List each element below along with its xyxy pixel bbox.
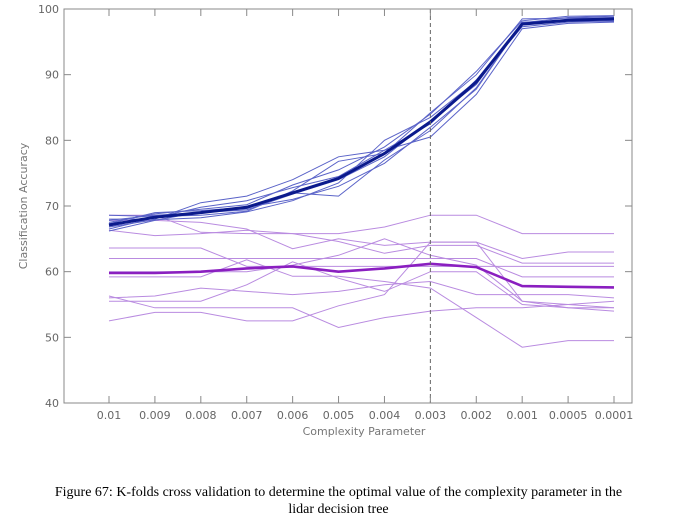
x-tick-label: 0.001 xyxy=(506,409,538,422)
x-tick-label: 0.007 xyxy=(231,409,263,422)
test-fold-line-9 xyxy=(109,261,614,309)
y-tick-label: 70 xyxy=(45,200,59,213)
x-tick-label: 0.006 xyxy=(277,409,309,422)
y-tick-label: 90 xyxy=(45,69,59,82)
test-fold-line-8 xyxy=(108,280,615,299)
test-fold-line-10 xyxy=(108,295,615,329)
y-tick-label: 40 xyxy=(45,397,59,410)
training-fold-line-3 xyxy=(108,20,615,221)
caption-line-2: lidar decision tree xyxy=(288,502,389,517)
training-fold-line-7 xyxy=(108,19,615,232)
training-fold-line-2 xyxy=(108,15,615,225)
x-tick-label: 0.01 xyxy=(97,409,122,422)
test-fold-line-1 xyxy=(109,214,614,235)
x-axis-label: Complexity Parameter xyxy=(303,425,426,438)
x-tick-label: 0.005 xyxy=(323,409,355,422)
test-mean-line xyxy=(109,262,615,289)
training-fold-line-8 xyxy=(108,15,615,223)
y-tick-label: 50 xyxy=(45,331,59,344)
training-fold-line-5 xyxy=(108,20,615,228)
training-fold-line-6 xyxy=(109,21,615,220)
training-fold-line-4 xyxy=(108,17,615,218)
x-tick-label: 0.0001 xyxy=(595,409,634,422)
x-tick-label: 0.0005 xyxy=(549,409,588,422)
x-tick-label: 0.008 xyxy=(185,409,217,422)
y-tick-label: 60 xyxy=(45,266,59,279)
accuracy-chart: 40 50 60 70 80 90 100 0.01 0.009 0.008 0.007 0.006 0… xyxy=(17,3,634,438)
caption-line-1: Figure 67: K-folds cross validation to d… xyxy=(54,485,623,500)
test-fold-line-7 xyxy=(109,259,614,348)
x-tick-label: 0.009 xyxy=(139,409,171,422)
training-fold-line-1 xyxy=(108,17,615,230)
y-axis-label: Classification Accuracy xyxy=(17,142,30,269)
test-fold-line-4 xyxy=(109,247,614,267)
x-tick-label: 0.003 xyxy=(415,409,447,422)
x-tick-label: 0.004 xyxy=(369,409,401,422)
y-tick-label: 80 xyxy=(45,134,59,147)
test-fold-line-5 xyxy=(109,258,614,278)
test-fold-line-11 xyxy=(108,241,615,322)
training-mean-line xyxy=(108,17,615,227)
test-fold-line-2 xyxy=(109,219,614,260)
y-tick-label: 100 xyxy=(38,3,59,16)
figure-caption: Figure 67: K-folds cross validation to d… xyxy=(0,484,677,518)
x-tick-label: 0.002 xyxy=(461,409,493,422)
